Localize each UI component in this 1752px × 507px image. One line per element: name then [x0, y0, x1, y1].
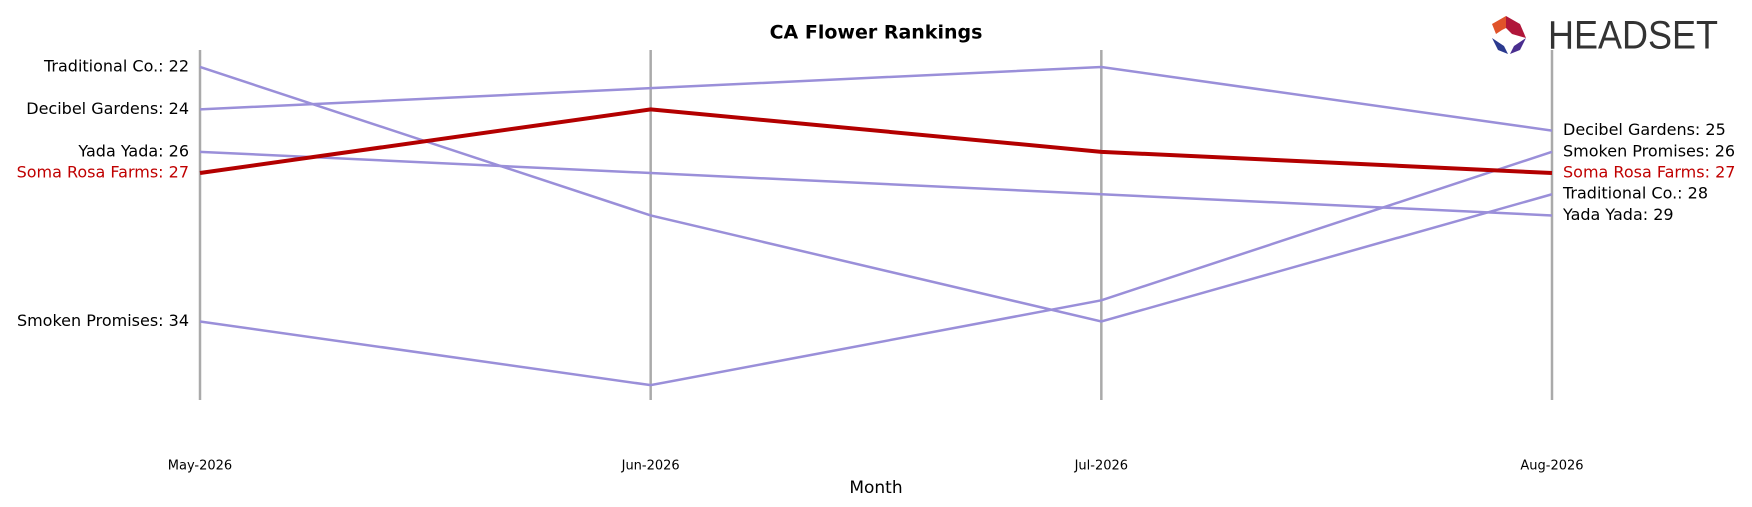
x-tick-label: Jun-2026	[621, 459, 680, 474]
logo-icon	[1492, 16, 1506, 34]
rank-line	[199, 107, 1553, 176]
rank-line	[199, 150, 1553, 387]
rank-label: Decibel Gardens: 24	[26, 99, 189, 118]
x-tick-label: Jul-2026	[1074, 459, 1128, 474]
rank-label: Soma Rosa Farms: 27	[1563, 163, 1735, 182]
x-tick-label: Aug-2026	[1520, 459, 1583, 474]
x-tick-label: May-2026	[168, 459, 232, 474]
rank-label: Traditional Co.: 28	[1562, 184, 1708, 203]
rank-label: Traditional Co.: 22	[43, 56, 189, 75]
x-axis-label: Month	[849, 478, 902, 498]
logo: HEADSET	[1492, 14, 1718, 58]
logo-icon	[1510, 38, 1526, 54]
rank-label: Smoken Promises: 26	[1563, 141, 1735, 160]
logo-icon	[1506, 16, 1526, 38]
rank-label: Yada Yada: 26	[77, 141, 189, 160]
rank-label: Decibel Gardens: 25	[1563, 120, 1726, 139]
rank-line	[199, 65, 1553, 323]
rank-line	[199, 150, 1553, 217]
rank-line	[199, 65, 1553, 132]
rank-label: Smoken Promises: 34	[17, 311, 189, 330]
chart-title: CA Flower Rankings	[770, 22, 983, 44]
rank-label: Yada Yada: 29	[1562, 205, 1674, 224]
logo-icon	[1492, 38, 1508, 54]
rank-label: Soma Rosa Farms: 27	[17, 163, 189, 182]
logo-text: HEADSET	[1548, 14, 1718, 58]
